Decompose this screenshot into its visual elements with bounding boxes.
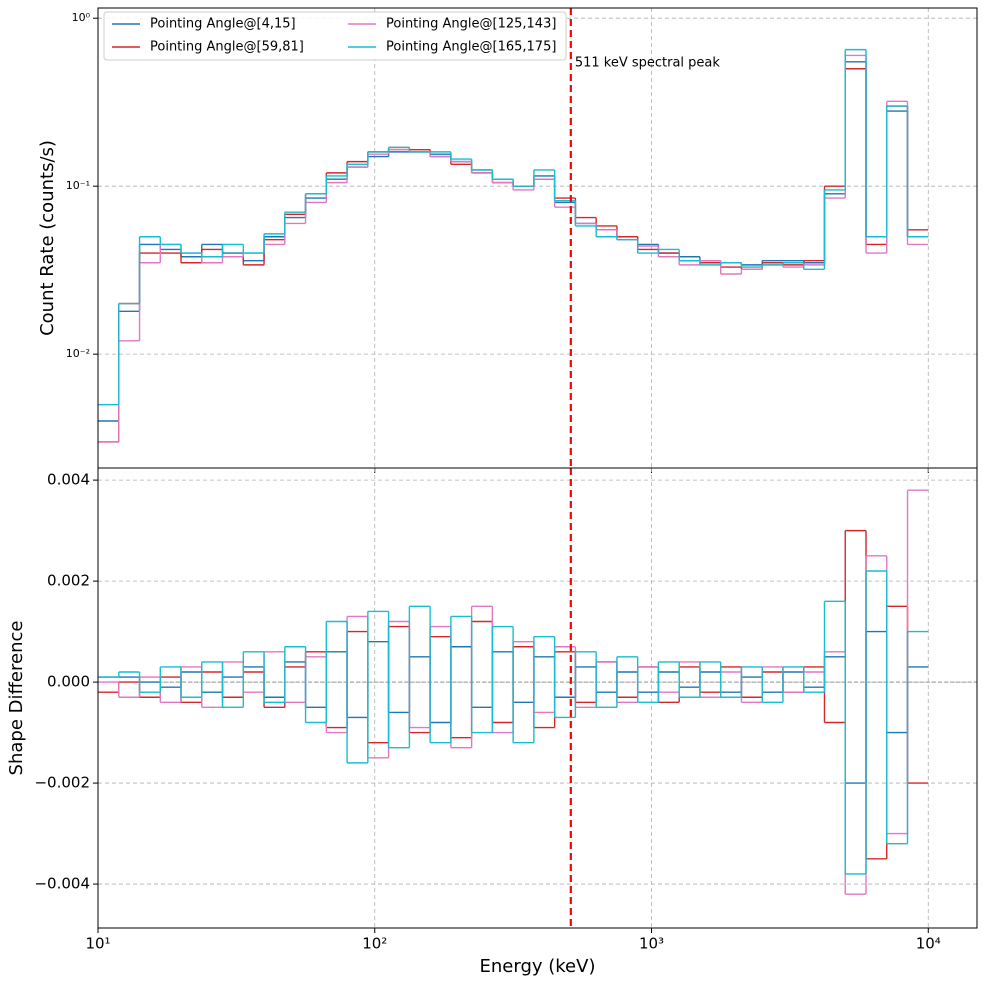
y-tick-label: 0.002 (47, 572, 90, 590)
legend-label: Pointing Angle@[125,143] (386, 17, 556, 32)
series (98, 570, 929, 875)
series (98, 61, 929, 422)
x-tick-label: 10⁴ (916, 935, 941, 953)
y-tick-label: 10⁻² (66, 347, 90, 360)
legend-label: Pointing Angle@[4,15] (150, 17, 296, 32)
y-tick-label: −0.002 (34, 774, 90, 792)
y-tick-label: 0.000 (47, 673, 90, 691)
x-tick-label: 10³ (639, 935, 664, 953)
y-tick-label: 10⁰ (72, 11, 91, 24)
legend-label: Pointing Angle@[165,175] (386, 40, 556, 55)
axes-frame (97, 467, 978, 929)
series (98, 48, 929, 406)
legend-box (103, 11, 567, 61)
x-axis-label: Energy (keV) (480, 956, 596, 977)
legend: Pointing Angle@[4,15] Pointing Angle@[59,… (103, 11, 567, 61)
y-tick-label: 0.004 (47, 471, 90, 489)
y-tick-label: −0.004 (34, 875, 90, 893)
y-axis-label: Shape Difference (6, 621, 27, 776)
y-axis-label: Count Rate (counts/s) (37, 140, 58, 336)
bottom-panel: 10¹ 10² 10³ 10⁴ −0.004 −0.002 0.000 0.002 0.004 S… (6, 467, 978, 977)
top-panel: 10⁻² 10⁻¹ 10⁰ 511 keV spectral peak Count Ra… (37, 7, 978, 473)
x-tick-label: 10¹ (85, 935, 110, 953)
y-tick-label: 10⁻¹ (66, 179, 90, 192)
x-tick-label: 10² (362, 935, 387, 953)
legend-label: Pointing Angle@[59,81] (150, 40, 304, 55)
annotation: 511 keV spectral peak (575, 56, 721, 71)
